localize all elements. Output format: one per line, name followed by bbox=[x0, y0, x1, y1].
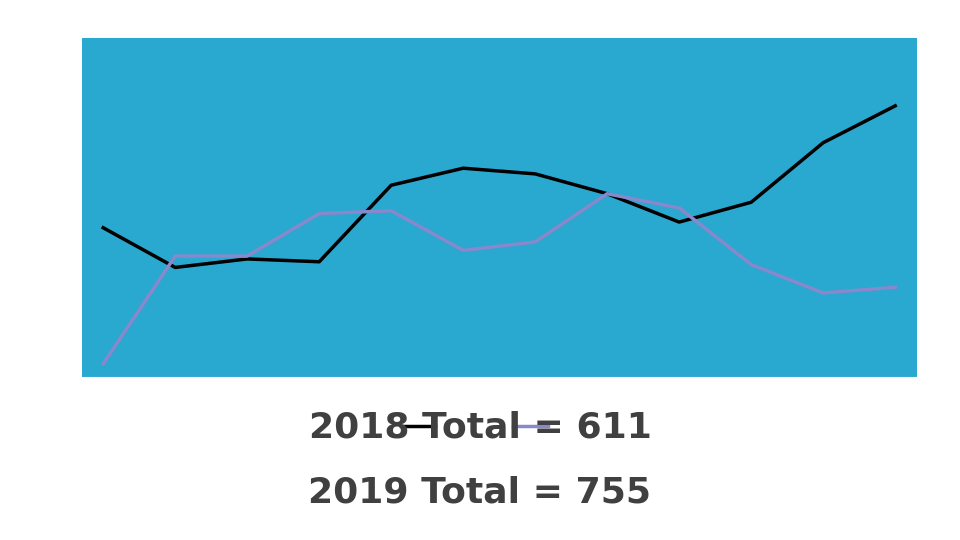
Title: PEORIA COUNTY NARCAN ADMINISTRATIONS JAN 2018 – DEC 2019: PEORIA COUNTY NARCAN ADMINISTRATIONS JAN… bbox=[165, 10, 833, 28]
Text: 2019 Total = 755: 2019 Total = 755 bbox=[308, 475, 652, 509]
Text: 2018 Total = 611: 2018 Total = 611 bbox=[308, 410, 652, 444]
Legend: 2019, 2018: 2019, 2018 bbox=[396, 414, 603, 439]
